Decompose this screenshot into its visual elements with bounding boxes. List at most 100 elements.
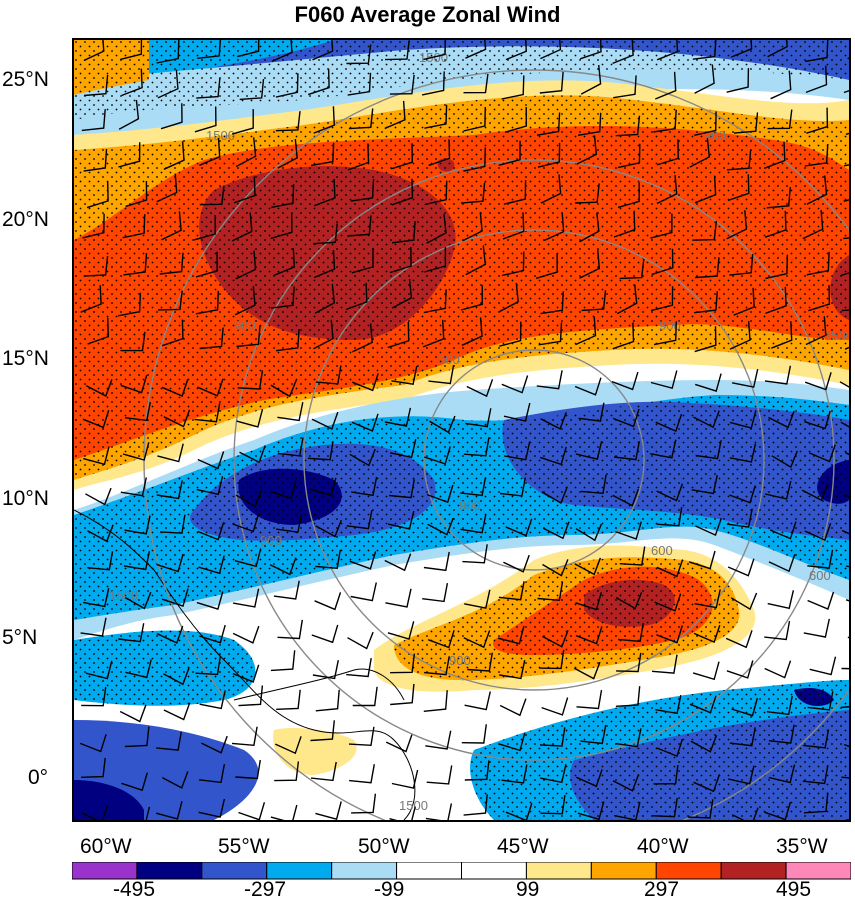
wind-barb	[466, 379, 494, 398]
wind-barb	[391, 178, 414, 206]
wind-barb	[579, 212, 600, 243]
wind-barb	[348, 108, 374, 130]
wind-barb	[118, 99, 140, 130]
wind-barb	[156, 731, 182, 751]
wind-barb	[198, 555, 225, 575]
wind-barb	[576, 769, 603, 788]
wind-barb	[694, 175, 717, 204]
wind-barb	[535, 253, 558, 279]
wind-barb	[156, 480, 183, 500]
wind-barb	[123, 551, 151, 571]
wind-barb	[503, 402, 531, 422]
wind-barb	[505, 106, 528, 133]
wind-barb	[617, 143, 641, 169]
stipple-south-west	[74, 630, 256, 706]
wind-barb	[391, 769, 419, 789]
contour-label: 600	[651, 543, 673, 558]
wind-barb	[612, 488, 640, 507]
wind-barb	[809, 444, 836, 463]
lon-label-40w: 40°W	[637, 835, 689, 858]
wind-barb	[195, 251, 218, 278]
wind-barb	[542, 521, 570, 540]
wind-barb	[277, 437, 304, 457]
colorbar-box	[785, 862, 851, 880]
wind-barb	[765, 286, 787, 315]
wind-barb	[426, 484, 454, 504]
wind-barb	[160, 514, 186, 534]
wind-barb	[85, 487, 112, 506]
wind-barb	[575, 626, 603, 645]
wind-barb	[764, 660, 792, 679]
wind-barb	[231, 726, 258, 747]
wind-barb	[540, 795, 566, 815]
wind-barb	[462, 544, 488, 564]
wind-barb	[577, 112, 602, 136]
lat-label-20n: 20°N	[2, 208, 49, 231]
wind-barb	[840, 706, 849, 709]
stipple-warm-region	[74, 95, 849, 481]
wind-barb	[580, 724, 607, 745]
wind-barb	[650, 286, 674, 312]
wind-barb	[503, 554, 530, 573]
wind-barb	[122, 442, 150, 461]
wind-barb	[498, 732, 526, 752]
wind-barb	[389, 439, 417, 459]
wind-barb	[163, 141, 185, 170]
wind-barb	[270, 213, 293, 240]
wind-barb	[498, 140, 521, 166]
wind-barb	[579, 40, 602, 60]
wind-barb	[540, 174, 562, 204]
wind-barb	[731, 697, 759, 717]
wind-barb	[157, 290, 183, 311]
colorbar-box	[331, 862, 398, 880]
colorbar-box	[72, 862, 138, 880]
wind-barb	[767, 40, 788, 58]
wind-barb	[616, 652, 642, 673]
wind-barb	[766, 186, 791, 209]
wind-barb	[124, 726, 150, 748]
wind-barb	[231, 212, 253, 242]
map-panel[interactable]: 1500 1500 900 300 900 900 900 900 900 60…	[72, 38, 851, 822]
wind-barb	[429, 415, 456, 434]
wind-barb	[347, 143, 370, 171]
wind-barb	[232, 588, 260, 608]
wind-barb	[650, 439, 677, 459]
wind-barb	[391, 278, 413, 309]
wind-barb	[160, 211, 182, 241]
wind-barb	[539, 71, 564, 94]
wind-barb	[656, 139, 679, 166]
colorbar-label-neg99: -99	[374, 878, 405, 901]
wind-barb	[346, 510, 373, 530]
wind-barb	[619, 258, 645, 280]
wind-barb	[802, 764, 829, 785]
wind-barb	[841, 776, 849, 779]
wind-barb	[726, 68, 750, 93]
wind-barb	[464, 760, 490, 781]
wind-barb	[460, 285, 483, 311]
wind-barb	[161, 771, 189, 789]
wind-barb	[277, 619, 303, 640]
wind-barb	[729, 410, 757, 429]
wind-barb	[840, 421, 849, 428]
wind-barb	[692, 220, 718, 241]
wind-barb	[650, 213, 673, 239]
wind-barb	[238, 802, 266, 820]
wind-barb	[536, 112, 561, 136]
wind-barb	[199, 763, 226, 784]
range-ring-900	[233, 159, 835, 761]
wind-barb	[498, 581, 525, 601]
wind-barb	[391, 143, 414, 170]
wind-barb	[542, 559, 569, 577]
wind-barb	[693, 774, 721, 793]
wind-barb	[196, 476, 224, 496]
wind-barb	[81, 687, 107, 707]
wind-barb	[274, 761, 300, 782]
wind-barb	[765, 254, 789, 280]
wind-barb	[541, 697, 569, 716]
wind-barb	[768, 410, 795, 429]
wind-barb	[82, 588, 110, 608]
wind-barb	[239, 445, 266, 464]
wind-barb	[465, 245, 487, 276]
wind-barb	[728, 765, 755, 785]
contour-label: 300	[438, 352, 460, 367]
